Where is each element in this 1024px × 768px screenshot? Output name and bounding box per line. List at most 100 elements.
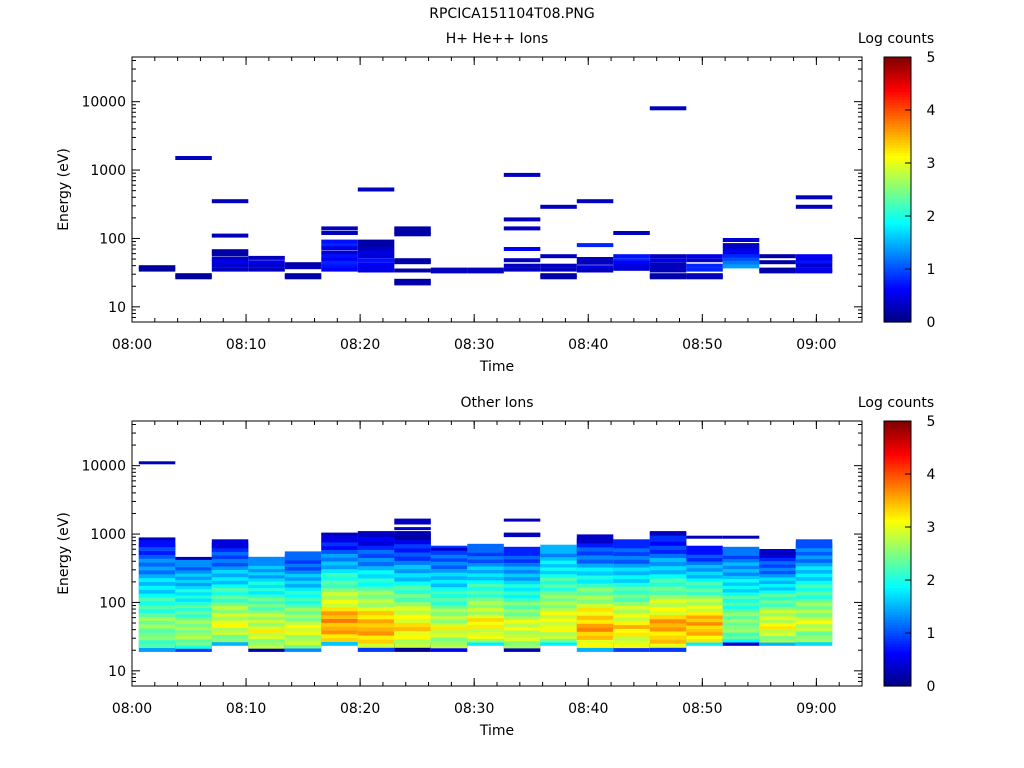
y-tick-label: 10000	[81, 459, 126, 475]
colorbar-swatch	[884, 226, 911, 230]
colorbar-tick-label: 0	[927, 315, 936, 331]
colorbar-swatch	[884, 94, 911, 98]
colorbar-swatch	[884, 250, 911, 254]
heatmap-cell	[576, 265, 614, 270]
colorbar-swatch	[884, 487, 911, 491]
heatmap-cell	[722, 254, 760, 259]
colorbar-swatch	[884, 247, 911, 252]
colorbar-swatch	[884, 266, 911, 270]
colorbar-swatch	[884, 609, 911, 613]
colorbar-swatch	[884, 314, 911, 318]
colorbar-swatch	[884, 556, 911, 560]
colorbar-swatch	[884, 210, 911, 214]
colorbar-swatch	[884, 290, 911, 294]
heatmap-cell	[248, 260, 285, 265]
heatmap-cell	[576, 268, 614, 273]
heatmap-cell	[211, 252, 249, 257]
colorbar-swatch	[884, 165, 911, 169]
colorbar-swatch	[884, 447, 911, 451]
heatmap-cell	[722, 247, 760, 251]
heatmap-cell	[576, 243, 614, 248]
colorbar-swatch	[884, 311, 911, 315]
heatmap-cell	[211, 260, 249, 265]
heatmap-cell	[284, 262, 322, 267]
colorbar-swatch	[884, 603, 911, 608]
heatmap-cell	[321, 260, 358, 265]
colorbar-swatch	[884, 548, 911, 552]
heatmap-cell	[175, 156, 212, 160]
colorbar-swatch	[884, 258, 911, 262]
colorbar-swatch	[884, 306, 911, 310]
heatmap-cell	[394, 278, 431, 283]
heatmap-cell	[138, 461, 176, 465]
colorbar-swatch	[884, 131, 911, 135]
heatmap-cell	[686, 267, 723, 272]
colorbar-swatch	[884, 231, 911, 236]
x-axis: 08:00 08:10 08:20 08:30 08:40 08:50 09:00	[112, 421, 863, 717]
heatmap-cell	[759, 260, 796, 265]
colorbar-swatch	[884, 601, 911, 605]
colorbar-swatch	[884, 524, 911, 528]
colorbar-swatch	[884, 585, 911, 589]
y-tick-label: 10	[108, 664, 126, 680]
colorbar-swatch	[884, 593, 911, 597]
colorbar-swatch	[884, 221, 911, 225]
colorbar-swatch	[884, 421, 911, 425]
heatmap-cell	[649, 532, 687, 536]
colorbar-swatch	[884, 223, 911, 228]
plot-title: H+ He++ Ions	[446, 31, 549, 47]
colorbar-swatch	[884, 234, 911, 238]
x-tick-label: 08:20	[340, 701, 380, 717]
heatmap-cell	[138, 538, 176, 548]
colorbar-swatch	[884, 295, 911, 299]
heatmap-cell	[175, 275, 212, 280]
heatmap-cell	[686, 273, 723, 278]
colorbar-swatch	[884, 239, 911, 244]
heatmap-cell	[394, 518, 431, 522]
heatmap-cell	[321, 533, 358, 543]
heatmap-cell	[649, 275, 687, 280]
colorbar-tick-label: 1	[927, 626, 936, 642]
colorbar-swatch	[884, 678, 911, 682]
heatmap-cell	[211, 257, 249, 261]
heatmap-cell	[248, 556, 285, 566]
heatmap-cell	[357, 265, 395, 270]
colorbar-swatch	[884, 205, 911, 209]
heatmap-cell	[321, 532, 358, 536]
heatmap-cell	[503, 546, 541, 556]
heatmap-cell	[649, 265, 687, 270]
colorbar-swatch	[884, 466, 911, 470]
colorbar-swatch	[884, 463, 911, 467]
heatmap-cell	[394, 521, 431, 525]
colorbar-swatch	[884, 276, 911, 281]
colorbar-swatch	[884, 471, 911, 475]
colorbar-swatch	[884, 189, 911, 193]
heatmap-cell	[686, 254, 723, 259]
colorbar-swatch	[884, 513, 911, 517]
colorbar-swatch	[884, 474, 911, 478]
colorbar-swatch	[884, 444, 911, 449]
colorbar-tick-label: 0	[927, 679, 936, 695]
heatmap-cell	[394, 232, 431, 237]
heatmap-cell	[248, 255, 285, 260]
y-axis-label: Energy (eV)	[56, 512, 72, 595]
colorbar-swatch	[884, 160, 911, 164]
heatmap-cell	[394, 260, 431, 265]
heatmap-cell	[686, 258, 723, 263]
colorbar-swatch	[884, 468, 911, 472]
heatmap-cell	[430, 547, 468, 551]
colorbar-swatch	[884, 545, 911, 549]
heatmap-cell	[211, 267, 249, 272]
colorbar-swatch	[884, 633, 911, 637]
x-tick-label: 08:40	[568, 337, 608, 353]
colorbar-swatch	[884, 566, 911, 570]
heatmap-cell	[795, 204, 833, 209]
colorbar-swatch	[884, 428, 911, 433]
colorbar-tick-label: 2	[927, 209, 936, 225]
colorbar-frame	[883, 56, 912, 323]
colorbar-swatch	[884, 675, 911, 679]
x-tick-label: 08:40	[568, 701, 608, 717]
colorbar-swatch	[884, 292, 911, 297]
y-axis: 10 100 1000 10000	[81, 423, 862, 687]
colorbar-swatch	[884, 123, 911, 127]
